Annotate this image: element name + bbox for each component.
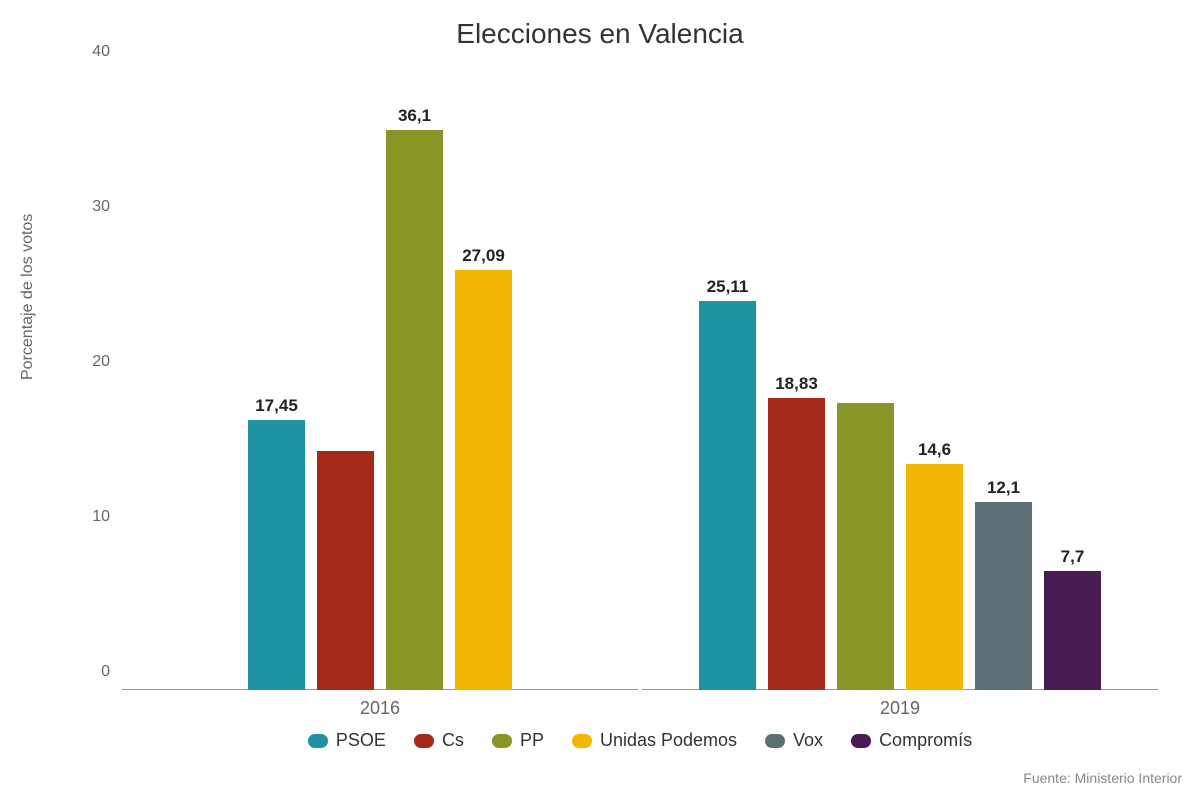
- bar: 25,11: [699, 301, 756, 690]
- chart-container: Elecciones en Valencia Porcentaje de los…: [0, 0, 1200, 800]
- legend-item: Unidas Podemos: [572, 730, 737, 751]
- legend-item: PSOE: [308, 730, 386, 751]
- legend-label: PSOE: [336, 730, 386, 751]
- y-tick-label: 0: [101, 663, 110, 681]
- legend-label: PP: [520, 730, 544, 751]
- y-tick-label: 40: [92, 43, 110, 61]
- bar-value-label: 18,83: [775, 374, 818, 394]
- legend-item: Compromís: [851, 730, 972, 751]
- plot-area: 201617,4536,127,09201925,1118,8314,612,1…: [120, 70, 1160, 690]
- legend-label: Vox: [793, 730, 823, 751]
- bar: [317, 451, 374, 690]
- source-text: Fuente: Ministerio Interior: [1023, 770, 1182, 786]
- bar: [837, 403, 894, 690]
- x-axis-line: [122, 689, 638, 690]
- bar: 36,1: [386, 130, 443, 690]
- legend: PSOE Cs PP Unidas Podemos Vox Compromís: [120, 730, 1160, 751]
- x-group-label: 2019: [880, 698, 920, 719]
- legend-label: Compromís: [879, 730, 972, 751]
- bar-value-label: 25,11: [707, 277, 749, 297]
- legend-swatch: [308, 734, 328, 748]
- bar-value-label: 17,45: [255, 396, 298, 416]
- x-group-label: 2016: [360, 698, 400, 719]
- legend-label: Cs: [442, 730, 464, 751]
- legend-item: PP: [492, 730, 544, 751]
- bar: 18,83: [768, 398, 825, 690]
- bar-value-label: 14,6: [918, 440, 951, 460]
- bar: 12,1: [975, 502, 1032, 690]
- y-tick-label: 10: [92, 508, 110, 526]
- legend-swatch: [492, 734, 512, 748]
- bar: 7,7: [1044, 571, 1101, 690]
- bar-value-label: 12,1: [987, 478, 1020, 498]
- legend-item: Vox: [765, 730, 823, 751]
- legend-swatch: [765, 734, 785, 748]
- bar-value-label: 27,09: [462, 246, 505, 266]
- bar-value-label: 7,7: [1061, 547, 1085, 567]
- bar: 27,09: [455, 270, 512, 690]
- y-tick-label: 20: [92, 353, 110, 371]
- chart-title: Elecciones en Valencia: [0, 18, 1200, 50]
- legend-swatch: [414, 734, 434, 748]
- legend-label: Unidas Podemos: [600, 730, 737, 751]
- y-axis: 010203040: [60, 70, 120, 690]
- y-axis-title: Porcentaje de los votos: [19, 214, 37, 380]
- y-tick-label: 30: [92, 198, 110, 216]
- legend-swatch: [572, 734, 592, 748]
- bar-value-label: 36,1: [398, 106, 431, 126]
- bar: 17,45: [248, 420, 305, 690]
- legend-swatch: [851, 734, 871, 748]
- legend-item: Cs: [414, 730, 464, 751]
- bar: 14,6: [906, 464, 963, 690]
